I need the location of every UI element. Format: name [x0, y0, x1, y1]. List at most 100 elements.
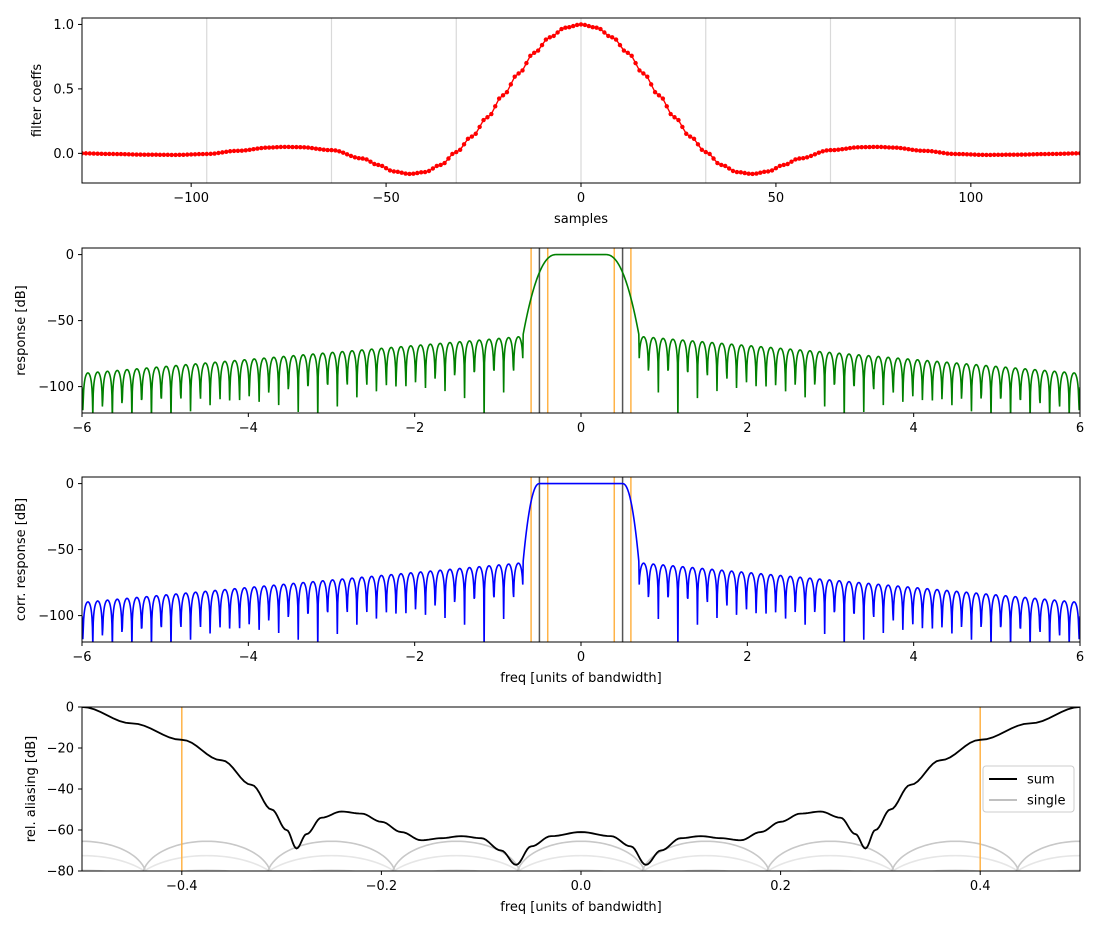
x-tick-label: 0.2: [770, 879, 791, 894]
single-alias-arc: [392, 854, 521, 871]
coeff-point: [824, 148, 829, 153]
coeff-point: [956, 151, 962, 157]
y-tick-label: 0.5: [53, 82, 74, 97]
coeff-point: [687, 134, 693, 139]
coeff-point: [344, 152, 350, 157]
coeff-point: [937, 150, 942, 155]
coeff-point: [999, 152, 1005, 157]
coeff-point: [839, 147, 845, 152]
coeff-point: [960, 151, 966, 157]
coeff-point: [769, 168, 775, 173]
coeff-point: [157, 152, 163, 157]
coeff-point: [726, 166, 732, 171]
coeff-point: [340, 150, 346, 155]
legend: sum single: [982, 765, 1075, 813]
coeff-point: [613, 37, 619, 42]
coeff-point: [851, 145, 857, 150]
x-tick-label: −0.2: [366, 879, 398, 894]
single-alias-arc: [802, 869, 859, 871]
coeff-point: [110, 151, 116, 157]
coeff-point: [516, 71, 521, 76]
coeff-point: [368, 159, 373, 164]
x-tick-label: 2: [743, 421, 751, 436]
single-alias-arc: [553, 869, 609, 871]
coeff-point: [1015, 152, 1020, 157]
coeff-point: [411, 171, 416, 176]
coeff-point: [212, 151, 217, 156]
coeff-point: [953, 151, 958, 157]
coeff-point: [1038, 151, 1044, 157]
coeff-point: [617, 42, 623, 48]
coeff-point: [407, 171, 412, 177]
coeff-point: [629, 53, 634, 59]
coeff-point: [395, 169, 400, 174]
response-panel: −6 −4 −2 0 2 4 6 0 −50 −100 response [dB]: [14, 247, 1084, 436]
coeff-point: [337, 149, 342, 154]
coeff-point: [765, 169, 771, 174]
aliasing-panel: −0.4 −0.2 0.0 0.2 0.4 0 −20 −40 −60 −80 freq [unit…: [24, 701, 1081, 915]
coeff-point: [547, 35, 553, 40]
single-alias-arc: [516, 840, 646, 871]
coeff-point: [984, 152, 989, 158]
x-tick-label: −50: [372, 191, 399, 206]
coeff-point: [91, 151, 96, 156]
coeff-point: [836, 147, 841, 152]
coeff-point: [992, 152, 997, 158]
coeff-point: [298, 144, 303, 150]
coeff-point: [758, 170, 763, 175]
coeff-point: [450, 151, 455, 157]
coeff-point: [668, 111, 673, 117]
coeff-point: [929, 149, 935, 154]
coeff-point: [746, 171, 751, 176]
coeff-point: [598, 26, 603, 32]
coeff-point: [224, 149, 229, 154]
coeff-point: [1062, 151, 1067, 156]
single-alias-arc: [766, 854, 895, 871]
coeff-point: [321, 147, 326, 152]
coeff-point: [122, 151, 128, 157]
coeff-point: [426, 168, 432, 174]
coeff-point: [317, 147, 323, 152]
x-tick-label: 4: [910, 421, 918, 436]
coeff-point: [898, 145, 903, 151]
coeff-point: [980, 152, 985, 158]
coeff-point: [703, 149, 708, 155]
coeff-point: [391, 169, 397, 174]
coeff-point: [149, 152, 155, 157]
coeff-point: [387, 168, 393, 173]
x-tick-label: −4: [239, 650, 258, 665]
coeff-point: [204, 151, 209, 157]
y-tick-label: 0.0: [53, 147, 74, 162]
coeff-point: [220, 150, 225, 155]
coeff-point: [664, 104, 669, 109]
single-alias-arc: [82, 869, 110, 871]
coeff-point: [828, 147, 833, 153]
x-tick-label: −0.4: [166, 879, 198, 894]
coeff-point: [988, 152, 993, 158]
coeff-point: [878, 144, 884, 150]
coeff-point: [1023, 152, 1028, 157]
coeff-point: [188, 152, 194, 157]
coeff-point: [333, 148, 338, 153]
coeff-point: [430, 166, 436, 171]
coeff-point: [672, 115, 677, 120]
coeff-point: [177, 152, 182, 158]
single-alias-arc: [891, 840, 1020, 871]
coeff-point: [313, 146, 319, 151]
single-alias-arc: [428, 869, 484, 871]
coeff-point: [812, 152, 818, 157]
y-tick-label: −60: [47, 824, 74, 839]
coeff-point: [719, 162, 724, 168]
coeff-point: [902, 146, 907, 151]
y-tick-label: −20: [47, 742, 74, 757]
coeff-point: [469, 134, 475, 139]
coeff-point: [711, 156, 716, 161]
coeff-point: [633, 60, 638, 66]
coeff-point: [543, 37, 549, 42]
coeff-point: [520, 68, 525, 73]
coeff-point: [216, 150, 221, 156]
coeff-point: [730, 168, 736, 174]
coeff-point: [274, 145, 280, 150]
coeff-point: [294, 144, 299, 150]
coeff-point: [196, 151, 202, 157]
